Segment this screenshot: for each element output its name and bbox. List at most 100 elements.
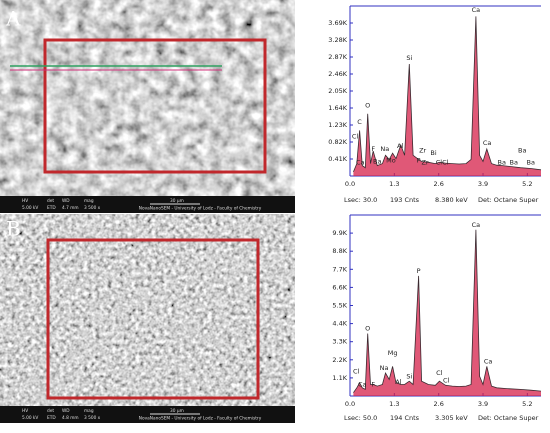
peak-label: Al: [395, 378, 401, 386]
info-text: 30 µm: [170, 198, 184, 204]
peak-label: Bi: [430, 149, 436, 157]
panel-label: B: [6, 217, 21, 241]
footer-text: Det: Octane Super: [478, 196, 539, 204]
info-text: mag: [84, 199, 94, 204]
peak-label: Cl: [443, 376, 450, 384]
peak-label: Cl: [436, 369, 443, 377]
y-tick-label: 2.2K: [332, 356, 347, 364]
y-tick-label: 3.69K: [328, 19, 347, 27]
footer-text: Lsec: 50.0: [344, 414, 377, 422]
peak-label: ClCl: [436, 158, 449, 166]
info-text: 5.00 kV: [22, 415, 38, 421]
footer-text: 3.305 keV: [435, 414, 468, 422]
peak-label: F: [371, 380, 375, 388]
footer-text: Lsec: 30.0: [344, 196, 377, 204]
peak-label: Mg: [388, 349, 398, 357]
selection-box: [43, 38, 267, 174]
selection-box: [46, 238, 260, 400]
peak-label: F: [371, 145, 375, 153]
y-tick-label: 6.6K: [332, 283, 347, 291]
info-text: mag: [84, 409, 94, 414]
x-tick-label: 5.2: [522, 180, 532, 188]
footer-text: 8.380 keV: [435, 196, 468, 204]
y-tick-label: 2.87K: [328, 53, 347, 61]
info-text: 4.7 mm: [62, 205, 79, 211]
info-text: 4.8 mm: [62, 415, 79, 421]
y-tick-label: 1.64K: [328, 104, 347, 112]
x-tick-label: 2.6: [434, 180, 444, 188]
y-tick-label: 3.28K: [328, 36, 347, 44]
peak-label: Ca: [472, 6, 481, 14]
peak-label: Cl: [353, 367, 360, 375]
peak-label: Ca: [472, 221, 481, 229]
y-tick-label: 4.4K: [332, 320, 347, 328]
peak-label: Si: [406, 54, 412, 62]
y-tick-label: 1.1K: [332, 374, 347, 382]
x-tick-label: 5.2: [522, 400, 532, 408]
x-tick-label: 0.0: [345, 180, 355, 188]
peak-label: Ba: [498, 159, 506, 167]
y-tick-label: 8.8K: [332, 247, 347, 255]
info-text: ETD: [47, 415, 56, 421]
peak-label: Ba: [527, 159, 535, 167]
y-tick-label: 2.46K: [328, 70, 347, 78]
x-tick-label: 1.3: [389, 180, 399, 188]
y-tick-label: 1.23K: [328, 121, 347, 129]
spectrum-line: [353, 229, 542, 393]
y-tick-label: 5.5K: [332, 302, 347, 310]
peak-label: Si: [406, 372, 412, 380]
info-text: WD: [62, 198, 70, 204]
peak-label: Ba: [518, 146, 526, 154]
spectrum-area: [353, 16, 541, 177]
info-text: det: [47, 198, 54, 204]
peak-label: Mo: [386, 157, 396, 165]
peak-label: Ca: [356, 158, 365, 166]
x-tick-label: 2.6: [434, 400, 444, 408]
info-text: WD: [62, 408, 70, 414]
peak-label: Ba: [373, 157, 381, 165]
footer-text: Det: Octane Super: [478, 414, 539, 422]
peak-label: Zr: [419, 146, 426, 154]
x-tick-label: 1.3: [389, 400, 399, 408]
info-text: NovaNanoSEM - University of Lodz - Facul…: [139, 206, 262, 212]
peak-label: Ca: [358, 380, 367, 388]
info-text: 5.00 kV: [22, 205, 38, 211]
peak-label: P: [417, 157, 421, 165]
panel-label: A: [5, 7, 21, 31]
y-tick-label: 3.3K: [332, 338, 347, 346]
info-text: NovaNanoSEM - University of Lodz - Facul…: [139, 416, 262, 422]
peak-label: Zr: [421, 158, 428, 166]
info-text: HV: [22, 198, 28, 204]
info-text: 30 µm: [170, 408, 184, 414]
sem-image: [0, 214, 295, 406]
peak-label: Cl: [352, 133, 359, 141]
info-text: HV: [22, 408, 28, 414]
peak-label: Al: [397, 142, 403, 150]
info-bar: [0, 406, 295, 423]
info-text: 3 500 x: [84, 415, 101, 421]
spectrum-line: [353, 16, 542, 173]
y-tick-label: 9.9K: [332, 229, 347, 237]
y-tick-label: 7.7K: [332, 265, 347, 273]
peak-label: P: [417, 267, 421, 275]
x-tick-label: 0.0: [345, 400, 355, 408]
peak-label: O: [365, 102, 370, 110]
sem-image: [0, 0, 295, 196]
peak-label: Ba: [509, 159, 517, 167]
x-tick-label: 3.9: [478, 400, 488, 408]
info-text: ETD: [47, 205, 56, 211]
peak-label: Na: [380, 364, 389, 372]
peak-label: Ca: [483, 139, 492, 147]
peak-label: O: [365, 325, 370, 333]
y-tick-label: 2.05K: [328, 87, 347, 95]
footer-text: 193 Cnts: [390, 196, 420, 204]
info-bar: [0, 196, 295, 213]
y-tick-label: 0.41K: [328, 155, 347, 163]
info-text: 3 500 x: [84, 205, 101, 211]
peak-label: Na: [380, 145, 389, 153]
footer-text: 194 Cnts: [390, 414, 420, 422]
peak-label: Ca: [484, 357, 493, 365]
y-tick-label: 0.82K: [328, 138, 347, 146]
info-text: det: [47, 408, 54, 414]
